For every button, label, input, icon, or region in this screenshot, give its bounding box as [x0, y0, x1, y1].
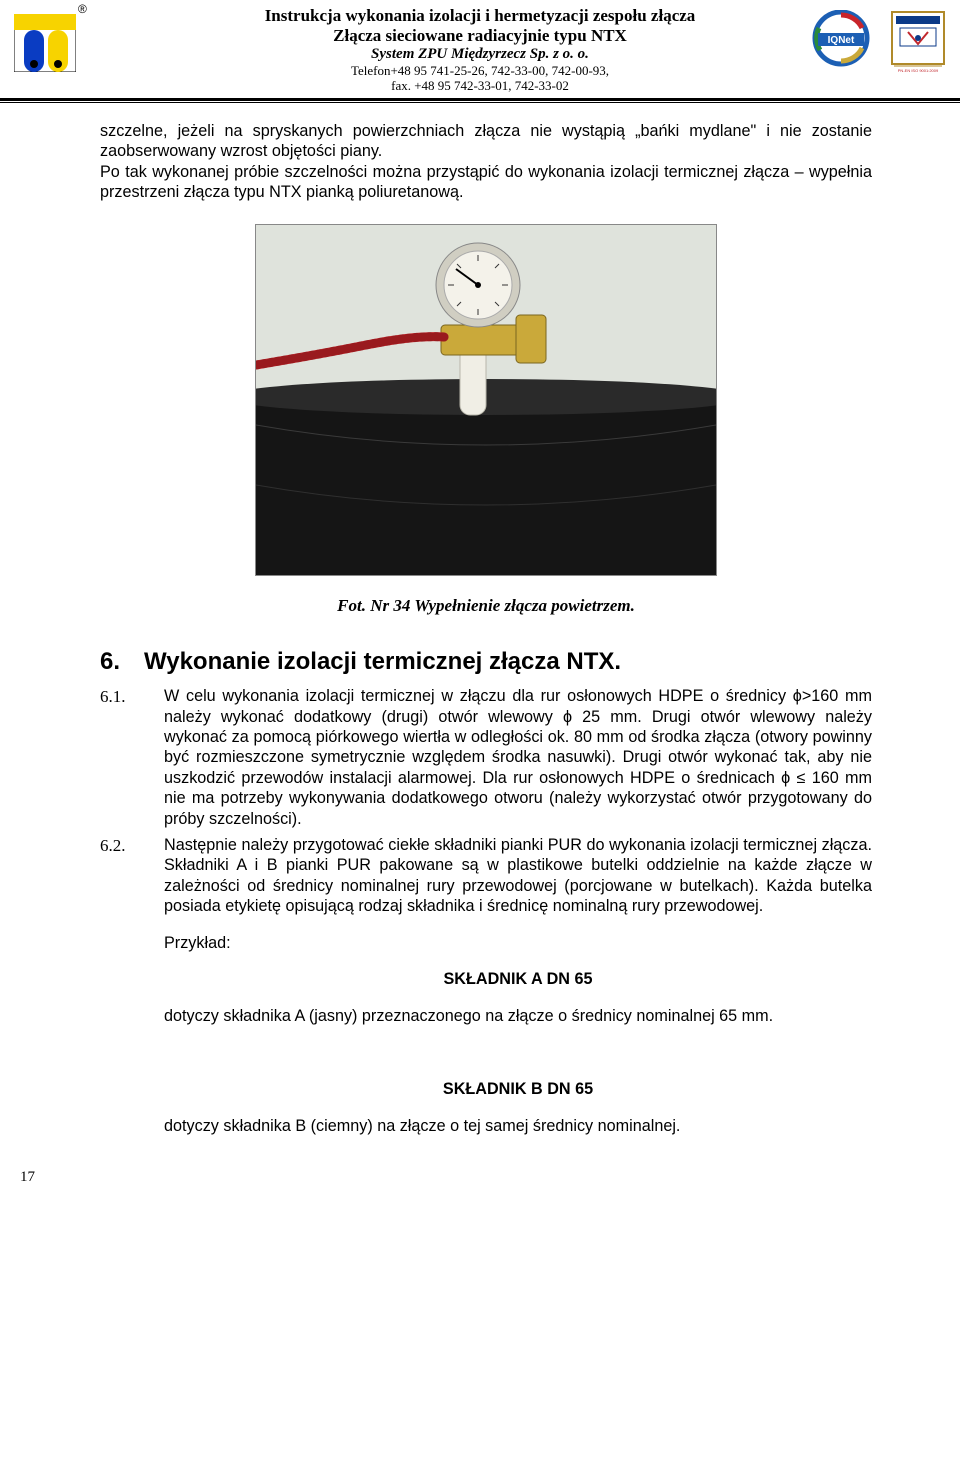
caption-text: Wypełnienie złącza powietrzem.	[414, 596, 635, 615]
section-number: 6.	[100, 648, 120, 676]
example-a-line: dotyczy składnika A (jasny) przeznaczone…	[164, 1006, 872, 1026]
list-item: 6.1. W celu wykonania izolacji termiczne…	[100, 686, 872, 829]
intro-paragraph-2: Po tak wykonanej próbie szczelności możn…	[100, 162, 872, 203]
example-label: Przykład:	[164, 933, 872, 953]
header-line-1: Instrukcja wykonania izolacji i hermetyz…	[265, 6, 696, 26]
header-line-5: fax. +48 95 742-33-01, 742-33-02	[265, 79, 696, 94]
section-title: Wykonanie izolacji termicznej złącza NTX…	[144, 648, 621, 676]
header-divider-thin	[0, 102, 960, 103]
caption-prefix: Fot. Nr 34	[337, 596, 410, 615]
example-block: Przykład: SKŁADNIK A DN 65 dotyczy skład…	[164, 933, 872, 1136]
page-root: ® IQNet	[0, 0, 960, 1192]
header-line-4: Telefon+48 95 741-25-26, 742-33-00, 742-…	[265, 64, 696, 79]
numbered-list: 6.1. W celu wykonania izolacji termiczne…	[100, 686, 872, 916]
page-header: ® IQNet	[0, 0, 960, 103]
example-b-head: SKŁADNIK B DN 65	[164, 1079, 872, 1099]
intro-paragraph-1: szczelne, jeżeli na spryskanych powierzc…	[100, 121, 872, 162]
item-number: 6.2.	[100, 835, 164, 856]
item-text: W celu wykonania izolacji termicznej w z…	[164, 686, 872, 829]
section-heading: 6. Wykonanie izolacji termicznej złącza …	[100, 648, 872, 676]
figure-caption: Fot. Nr 34 Wypełnienie złącza powietrzem…	[100, 596, 872, 616]
item-text: Następnie należy przygotować ciekłe skła…	[164, 835, 872, 917]
page-number: 17	[20, 1169, 35, 1186]
header-divider-thick	[0, 98, 960, 101]
example-a-head: SKŁADNIK A DN 65	[164, 969, 872, 989]
header-line-2: Złącza sieciowane radiacyjnie typu NTX	[265, 26, 696, 46]
header-line-3: System ZPU Międzyrzecz Sp. z o. o.	[265, 46, 696, 63]
header-text-block: Instrukcja wykonania izolacji i hermetyz…	[0, 6, 960, 94]
list-item: 6.2. Następnie należy przygotować ciekłe…	[100, 835, 872, 917]
item-number: 6.1.	[100, 686, 164, 707]
page-content: szczelne, jeżeli na spryskanych powierzc…	[0, 103, 960, 1136]
example-b-line: dotyczy składnika B (ciemny) na złącze o…	[164, 1116, 872, 1136]
figure-photo	[255, 224, 717, 576]
